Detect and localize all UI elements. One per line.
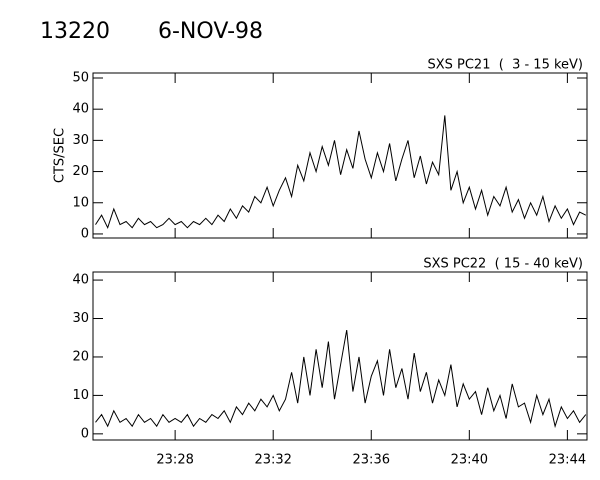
y-tick-label: 20 [72,349,89,364]
y-axis-label: CTS/SEC [53,128,68,183]
y-tick-label: 20 [72,164,89,179]
y-tick-label: 40 [72,273,89,288]
x-tick-label: 23:36 [353,453,390,468]
y-tick-label: 30 [72,133,89,148]
y-tick-label: 40 [72,102,89,117]
y-tick-label: 10 [72,388,89,403]
y-tick-label: 0 [81,426,89,441]
data-line [95,115,587,230]
plot-frame [92,72,588,239]
x-tick-label: 23:44 [549,453,586,468]
plot-frame [92,271,588,441]
y-tick-label: 30 [72,311,89,326]
panel-title: SXS PC22 ( 15 - 40 keV) [423,257,583,272]
y-tick-label: 0 [81,226,89,241]
x-tick-label: 23:32 [254,453,291,468]
panel-title: SXS PC21 ( 3 - 15 keV) [427,58,583,73]
observation-id: 13220 [40,19,110,44]
data-line [95,330,587,429]
y-tick-label: 50 [72,70,89,85]
x-tick-label: 23:28 [156,453,193,468]
y-tick-label: 10 [72,195,89,210]
date: 6-NOV-98 [158,19,263,44]
x-tick-label: 23:40 [451,453,488,468]
